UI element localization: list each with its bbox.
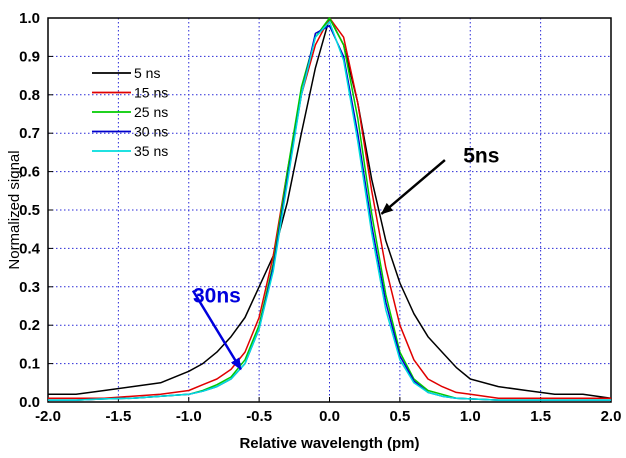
- x-tick-label: 1.5: [530, 408, 551, 425]
- annotation-arrow: [380, 159, 446, 215]
- legend-label: 30 ns: [134, 124, 168, 140]
- y-tick-label: 0.3: [19, 279, 40, 296]
- x-tick-label: -1.5: [105, 408, 131, 425]
- annotation-arrow: [191, 289, 242, 371]
- x-tick-label: 0.0: [319, 408, 340, 425]
- x-axis-title: Relative wavelength (pm): [239, 435, 419, 452]
- x-tick-label: -2.0: [35, 408, 61, 425]
- ticks: -2.0 -1.5 -1.0 -0.5 0.0 0.5 1.0 1.5 2.0 0.0 0.1 0.2…: [19, 10, 621, 425]
- annotations: 5ns 30ns: [191, 144, 499, 371]
- x-tick-label: 0.5: [389, 408, 410, 425]
- y-tick-label: 0.8: [19, 87, 40, 104]
- y-tick-label: 0.1: [19, 356, 40, 373]
- grid: [48, 18, 611, 402]
- y-tick-label: 0.4: [19, 240, 41, 257]
- legend-label: 35 ns: [134, 143, 168, 159]
- series-group: [48, 17, 612, 401]
- x-tick-label: 1.0: [460, 408, 481, 425]
- legend-label: 15 ns: [134, 85, 168, 101]
- y-axis-title: Normalized signal: [6, 150, 23, 269]
- legend: 5 ns 15 ns 25 ns 30 ns 35 ns: [92, 65, 168, 159]
- annotation-label: 5ns: [463, 144, 499, 167]
- legend-label: 25 ns: [134, 104, 168, 120]
- y-tick-label: 0.6: [19, 164, 40, 181]
- y-tick-label: 0.9: [19, 48, 40, 65]
- y-tick-label: 1.0: [19, 10, 40, 27]
- y-tick-label: 0.7: [19, 125, 40, 142]
- x-tick-label: -0.5: [246, 408, 272, 425]
- series-line: [48, 21, 611, 401]
- x-tick-label: 2.0: [601, 408, 622, 425]
- annotation-label: 30ns: [193, 284, 241, 307]
- y-tick-label: 0.2: [19, 317, 40, 334]
- y-tick-label: 0.0: [19, 394, 40, 411]
- legend-label: 5 ns: [134, 65, 160, 81]
- x-tick-label: -1.0: [176, 408, 202, 425]
- y-tick-label: 0.5: [19, 202, 40, 219]
